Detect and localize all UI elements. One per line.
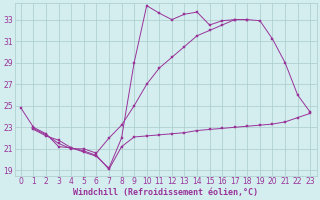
X-axis label: Windchill (Refroidissement éolien,°C): Windchill (Refroidissement éolien,°C) [73, 188, 258, 197]
